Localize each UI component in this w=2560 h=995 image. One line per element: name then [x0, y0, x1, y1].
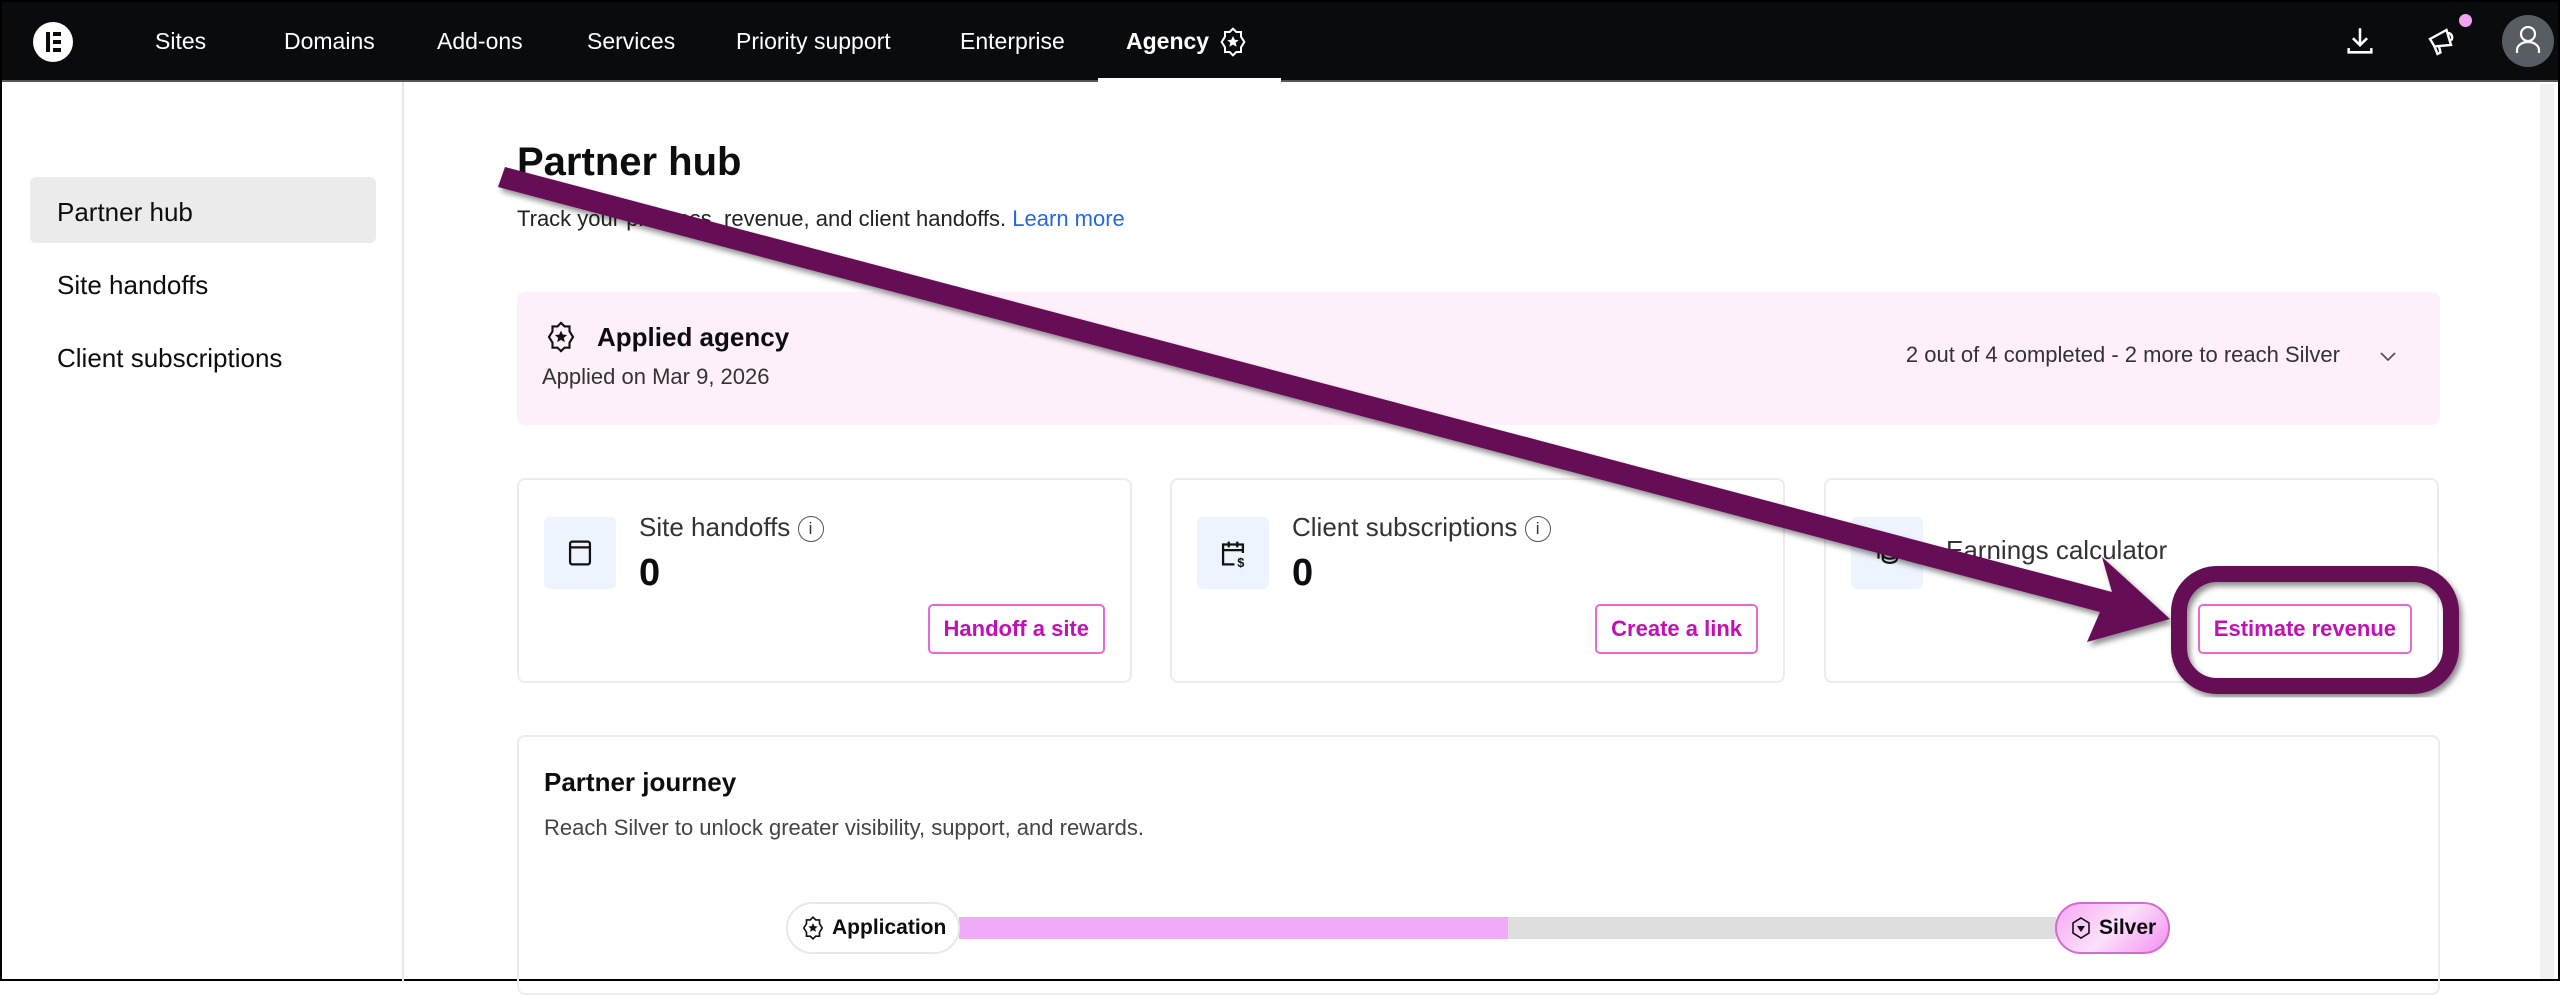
- card-value: 0: [639, 552, 661, 594]
- agency-badge-icon: [1220, 27, 1246, 57]
- svg-text:$: $: [1237, 555, 1244, 570]
- journey-title: Partner journey: [544, 767, 737, 797]
- card-label: Site handoffs i: [639, 512, 824, 543]
- sidebar-item-client-subscriptions[interactable]: Client subscriptions: [57, 343, 283, 373]
- sidebar-item-partner-hub[interactable]: Partner hub: [30, 177, 376, 243]
- milestone-label: Application: [832, 916, 947, 939]
- partner-journey-card: Partner journey Reach Silver to unlock g…: [517, 735, 2440, 995]
- journey-progress-fill: [959, 917, 1508, 939]
- subtitle-text: Track your progress, revenue, and client…: [517, 206, 1007, 231]
- nav-add-ons[interactable]: Add-ons: [437, 28, 523, 54]
- nav-domains[interactable]: Domains: [284, 28, 375, 54]
- create-link-button[interactable]: Create a link: [1595, 604, 1758, 654]
- site-handoffs-card: Site handoffs i 0 Handoff a site: [517, 478, 1132, 683]
- calendar-dollar-icon: $: [1197, 517, 1269, 589]
- nav-enterprise[interactable]: Enterprise: [960, 28, 1065, 54]
- nav-sites[interactable]: Sites: [155, 28, 207, 54]
- card-label-text: Client subscriptions: [1292, 512, 1518, 542]
- page-subtitle: Track your progress, revenue, and client…: [517, 206, 1125, 232]
- milestone-label: Silver: [2099, 916, 2157, 939]
- client-subscriptions-card: $ Client subscriptions i 0 Create a link: [1170, 478, 1785, 683]
- earnings-calculator-card: Earnings calculator Estimate revenue: [1824, 478, 2439, 683]
- nav-agency[interactable]: Agency: [1126, 28, 1210, 54]
- browser-window-icon: [544, 517, 616, 589]
- sidebar: Partner hub Site handoffs Client subscri…: [2, 82, 404, 983]
- user-avatar[interactable]: [2502, 15, 2554, 67]
- coins-icon: [1851, 517, 1923, 589]
- user-avatar-icon: [2515, 25, 2541, 53]
- page-title: Partner hub: [517, 140, 742, 184]
- milestone-application: Application: [786, 902, 961, 954]
- notification-dot: [2459, 14, 2472, 27]
- agency-badge-icon: [802, 916, 824, 940]
- sidebar-item-site-handoffs[interactable]: Site handoffs: [57, 270, 209, 300]
- banner-title: Applied agency: [597, 322, 790, 352]
- handoff-site-button[interactable]: Handoff a site: [927, 604, 1105, 654]
- card-value: 0: [1292, 552, 1314, 594]
- top-navigation: Sites Domains Add-ons Services Priority …: [2, 2, 2558, 82]
- applied-agency-banner[interactable]: Applied agency Applied on Mar 9, 2026 2 …: [517, 292, 2440, 425]
- card-label: Client subscriptions i: [1292, 512, 1551, 543]
- journey-progress-bar: [959, 917, 2056, 939]
- silver-badge-icon: [2072, 917, 2090, 939]
- scrollbar[interactable]: [2540, 84, 2554, 979]
- download-icon[interactable]: [2343, 24, 2377, 58]
- journey-description: Reach Silver to unlock greater visibilit…: [544, 815, 1144, 840]
- info-icon[interactable]: i: [1524, 516, 1551, 543]
- active-tab-indicator: [1098, 78, 1281, 82]
- nav-priority-support[interactable]: Priority support: [736, 28, 891, 54]
- megaphone-icon[interactable]: [2424, 24, 2460, 60]
- learn-more-link[interactable]: Learn more: [1012, 206, 1125, 231]
- elementor-logo-icon[interactable]: [33, 22, 73, 62]
- banner-progress-text: 2 out of 4 completed - 2 more to reach S…: [1905, 342, 2340, 367]
- info-icon[interactable]: i: [797, 516, 824, 543]
- card-label: Earnings calculator: [1946, 535, 2168, 565]
- agency-badge-icon: [547, 321, 575, 353]
- card-label-text: Site handoffs: [639, 512, 791, 542]
- milestone-silver: Silver: [2055, 902, 2171, 954]
- estimate-revenue-button[interactable]: Estimate revenue: [2197, 604, 2412, 654]
- chevron-down-icon[interactable]: [2376, 344, 2400, 368]
- banner-date: Applied on Mar 9, 2026: [542, 364, 770, 389]
- nav-services[interactable]: Services: [587, 28, 676, 54]
